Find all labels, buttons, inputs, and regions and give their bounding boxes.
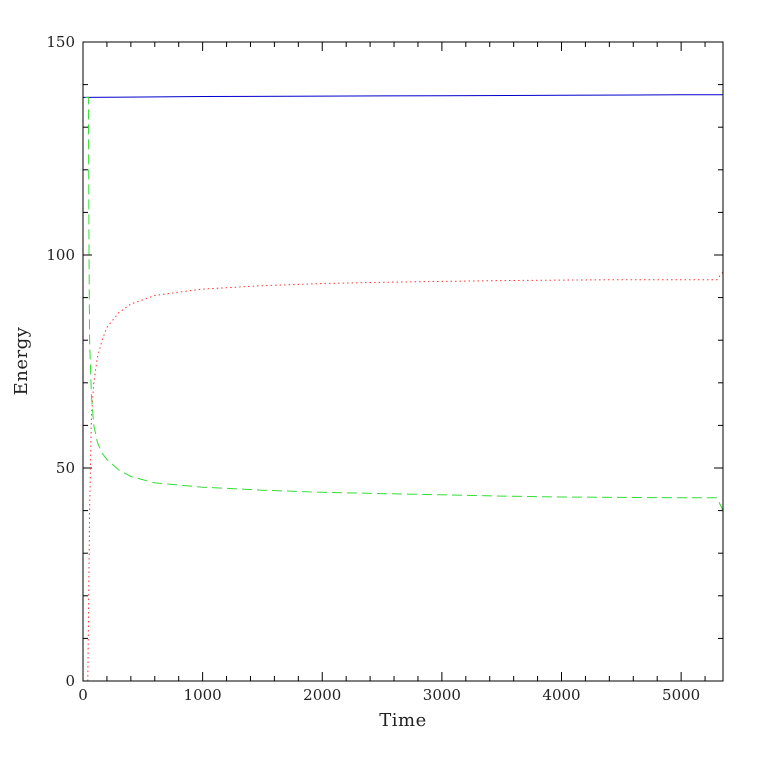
x-tick-label: 4000 xyxy=(542,686,580,704)
series-line-1 xyxy=(82,94,723,98)
tick-labels: 0 1000 2000 3000 4000 5000 0 50 100 150 xyxy=(46,33,700,704)
y-axis-label: Energy xyxy=(11,326,32,395)
series-line-2 xyxy=(87,271,724,682)
x-tick-label: 1000 xyxy=(184,686,222,704)
y-tick-label: 150 xyxy=(46,33,75,51)
x-tick-label: 3000 xyxy=(423,686,461,704)
y-tick-label: 100 xyxy=(46,246,75,264)
x-tick-label: 0 xyxy=(78,686,88,704)
series-layer xyxy=(82,94,724,682)
axis-ticks xyxy=(82,41,723,682)
x-tick-label: 2000 xyxy=(303,686,341,704)
x-axis-label: Time xyxy=(379,710,426,731)
series-line-3 xyxy=(85,96,724,511)
plot-frame xyxy=(82,41,724,682)
y-tick-label: 0 xyxy=(65,672,75,690)
x-tick-label: 5000 xyxy=(662,686,700,704)
y-tick-label: 50 xyxy=(56,459,75,477)
